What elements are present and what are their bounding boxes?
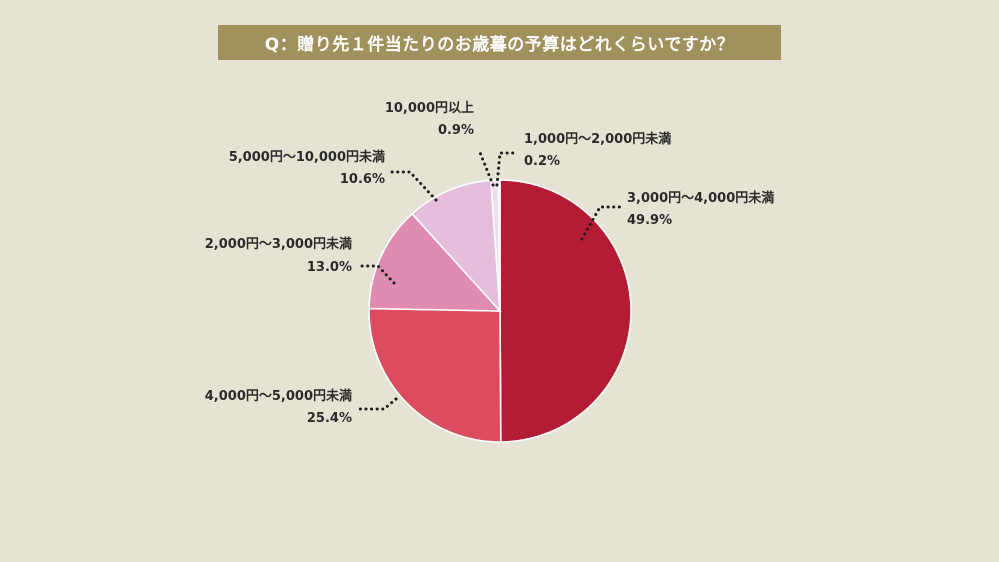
leader-line (356, 264, 396, 285)
leader-line (389, 170, 438, 202)
slice-category-label: 3,000円～4,000円未満 (627, 190, 774, 206)
slice-value-label: 49.9% (627, 213, 672, 228)
slice-value-label: 13.0% (307, 260, 352, 275)
pie-slice (368, 307, 502, 443)
chart-title: Q：贈り先１件当たりのお歳暮の予算はどれくらいですか？ (264, 35, 735, 55)
slice-category-label: 10,000円以上 (385, 101, 474, 116)
leader-line (476, 148, 495, 187)
slice-value-label: 25.4% (307, 411, 352, 426)
slice-category-label: 5,000円～10,000円未満 (229, 149, 385, 165)
slice-category-label: 1,000円～2,000円未満 (524, 131, 671, 147)
slice-category-label: 4,000円～5,000円未満 (205, 388, 352, 404)
pie-slices (368, 179, 632, 443)
slice-value-label: 0.9% (438, 123, 474, 138)
slice-value-label: 10.6% (340, 172, 385, 187)
leader-line (580, 205, 622, 241)
leader-line (356, 397, 398, 411)
slice-labels: 3,000円～4,000円未満 49.9% 4,000円～5,000円未満 25.4%… (205, 101, 775, 426)
leader-line (495, 151, 520, 187)
pie-slice (411, 179, 501, 314)
slice-value-label: 0.2% (524, 154, 560, 169)
slice-category-label: 2,000円～3,000円未満 (205, 236, 352, 252)
pie-slice (499, 179, 632, 443)
leader-lines (356, 148, 622, 411)
pie-slice (368, 212, 502, 312)
title-banner: Q：贈り先１件当たりのお歳暮の予算はどれくらいですか？ (218, 25, 781, 60)
